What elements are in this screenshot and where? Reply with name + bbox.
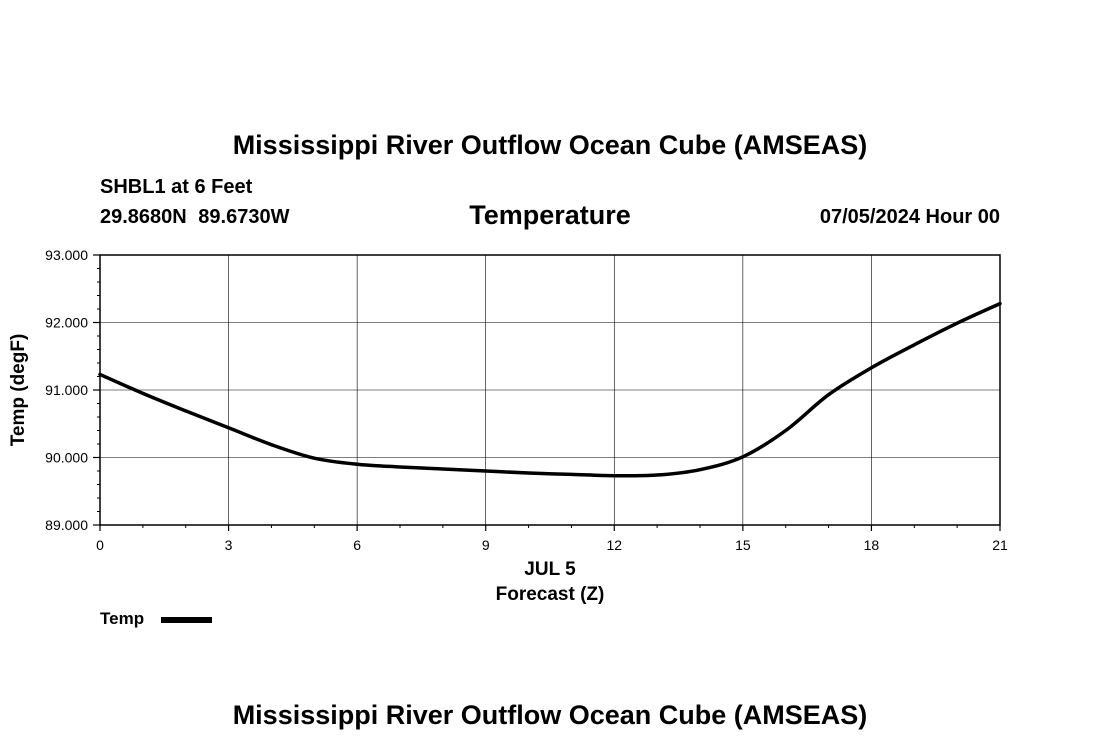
station-coordinates: 29.8680N 89.6730W bbox=[100, 206, 290, 228]
x-axis-label: Forecast (Z) bbox=[496, 584, 605, 605]
minor-ticks bbox=[97, 268, 958, 528]
x-tick-label: 21 bbox=[992, 537, 1008, 553]
legend-label: Temp bbox=[100, 609, 145, 628]
y-tick-label: 93.000 bbox=[45, 247, 88, 263]
parameter-title: Temperature bbox=[469, 200, 631, 230]
x-tick-label: 6 bbox=[353, 537, 361, 553]
legend-line-swatch bbox=[161, 617, 212, 623]
x-tick-label: 0 bbox=[96, 537, 104, 553]
y-tick-label: 92.000 bbox=[45, 315, 88, 331]
y-tick-labels: 89.000 90.000 91.000 92.000 93.000 bbox=[45, 247, 88, 533]
y-tick-label: 89.000 bbox=[45, 517, 88, 533]
forecast-datetime: 07/05/2024 Hour 00 bbox=[819, 206, 1000, 228]
station-label: SHBL1 at 6 Feet bbox=[100, 176, 253, 198]
x-tick-label: 15 bbox=[735, 537, 751, 553]
x-tick-label: 9 bbox=[482, 537, 490, 553]
x-axis-date-label: JUL 5 bbox=[524, 559, 576, 580]
major-ticks bbox=[93, 254, 1001, 531]
y-tick-label: 90.000 bbox=[45, 450, 88, 466]
x-tick-label: 12 bbox=[606, 537, 622, 553]
y-axis-label: Temp (degF) bbox=[8, 334, 29, 447]
temp-series-line bbox=[98, 301, 1002, 478]
y-tick-label: 91.000 bbox=[45, 382, 88, 398]
chart-title: Mississippi River Outflow Ocean Cube (AM… bbox=[232, 130, 868, 160]
footer-title: Mississippi River Outflow Ocean Cube (AM… bbox=[232, 700, 868, 730]
plot-frame bbox=[99, 254, 1001, 526]
x-tick-labels: 0 3 6 9 12 15 18 21 bbox=[96, 537, 1008, 553]
grid-lines bbox=[100, 255, 1000, 525]
x-tick-label: 18 bbox=[864, 537, 880, 553]
x-tick-label: 3 bbox=[225, 537, 233, 553]
